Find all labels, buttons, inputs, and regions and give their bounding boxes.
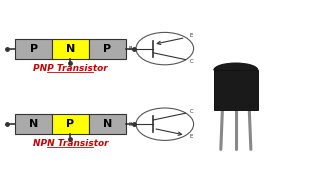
- Bar: [214, 70, 258, 110]
- Text: N: N: [29, 119, 38, 129]
- Text: N: N: [103, 119, 112, 129]
- Text: B: B: [128, 46, 132, 51]
- Text: N: N: [66, 44, 75, 54]
- Bar: [15, 39, 52, 59]
- Bar: [214, 70, 258, 110]
- Text: P: P: [66, 119, 75, 129]
- Bar: [89, 39, 125, 59]
- Text: B: B: [128, 122, 132, 127]
- Text: E: E: [190, 33, 193, 39]
- Ellipse shape: [214, 63, 258, 77]
- Text: P: P: [29, 44, 38, 54]
- Bar: [89, 114, 125, 134]
- Text: NPN Transistor: NPN Transistor: [33, 140, 108, 148]
- Text: E: E: [190, 134, 193, 139]
- Text: P: P: [103, 44, 111, 54]
- Bar: [52, 39, 89, 59]
- Text: PNP Transistor: PNP Transistor: [33, 64, 108, 73]
- Text: C: C: [189, 59, 193, 64]
- Text: C: C: [189, 109, 193, 114]
- Bar: [52, 114, 89, 134]
- Bar: [15, 114, 52, 134]
